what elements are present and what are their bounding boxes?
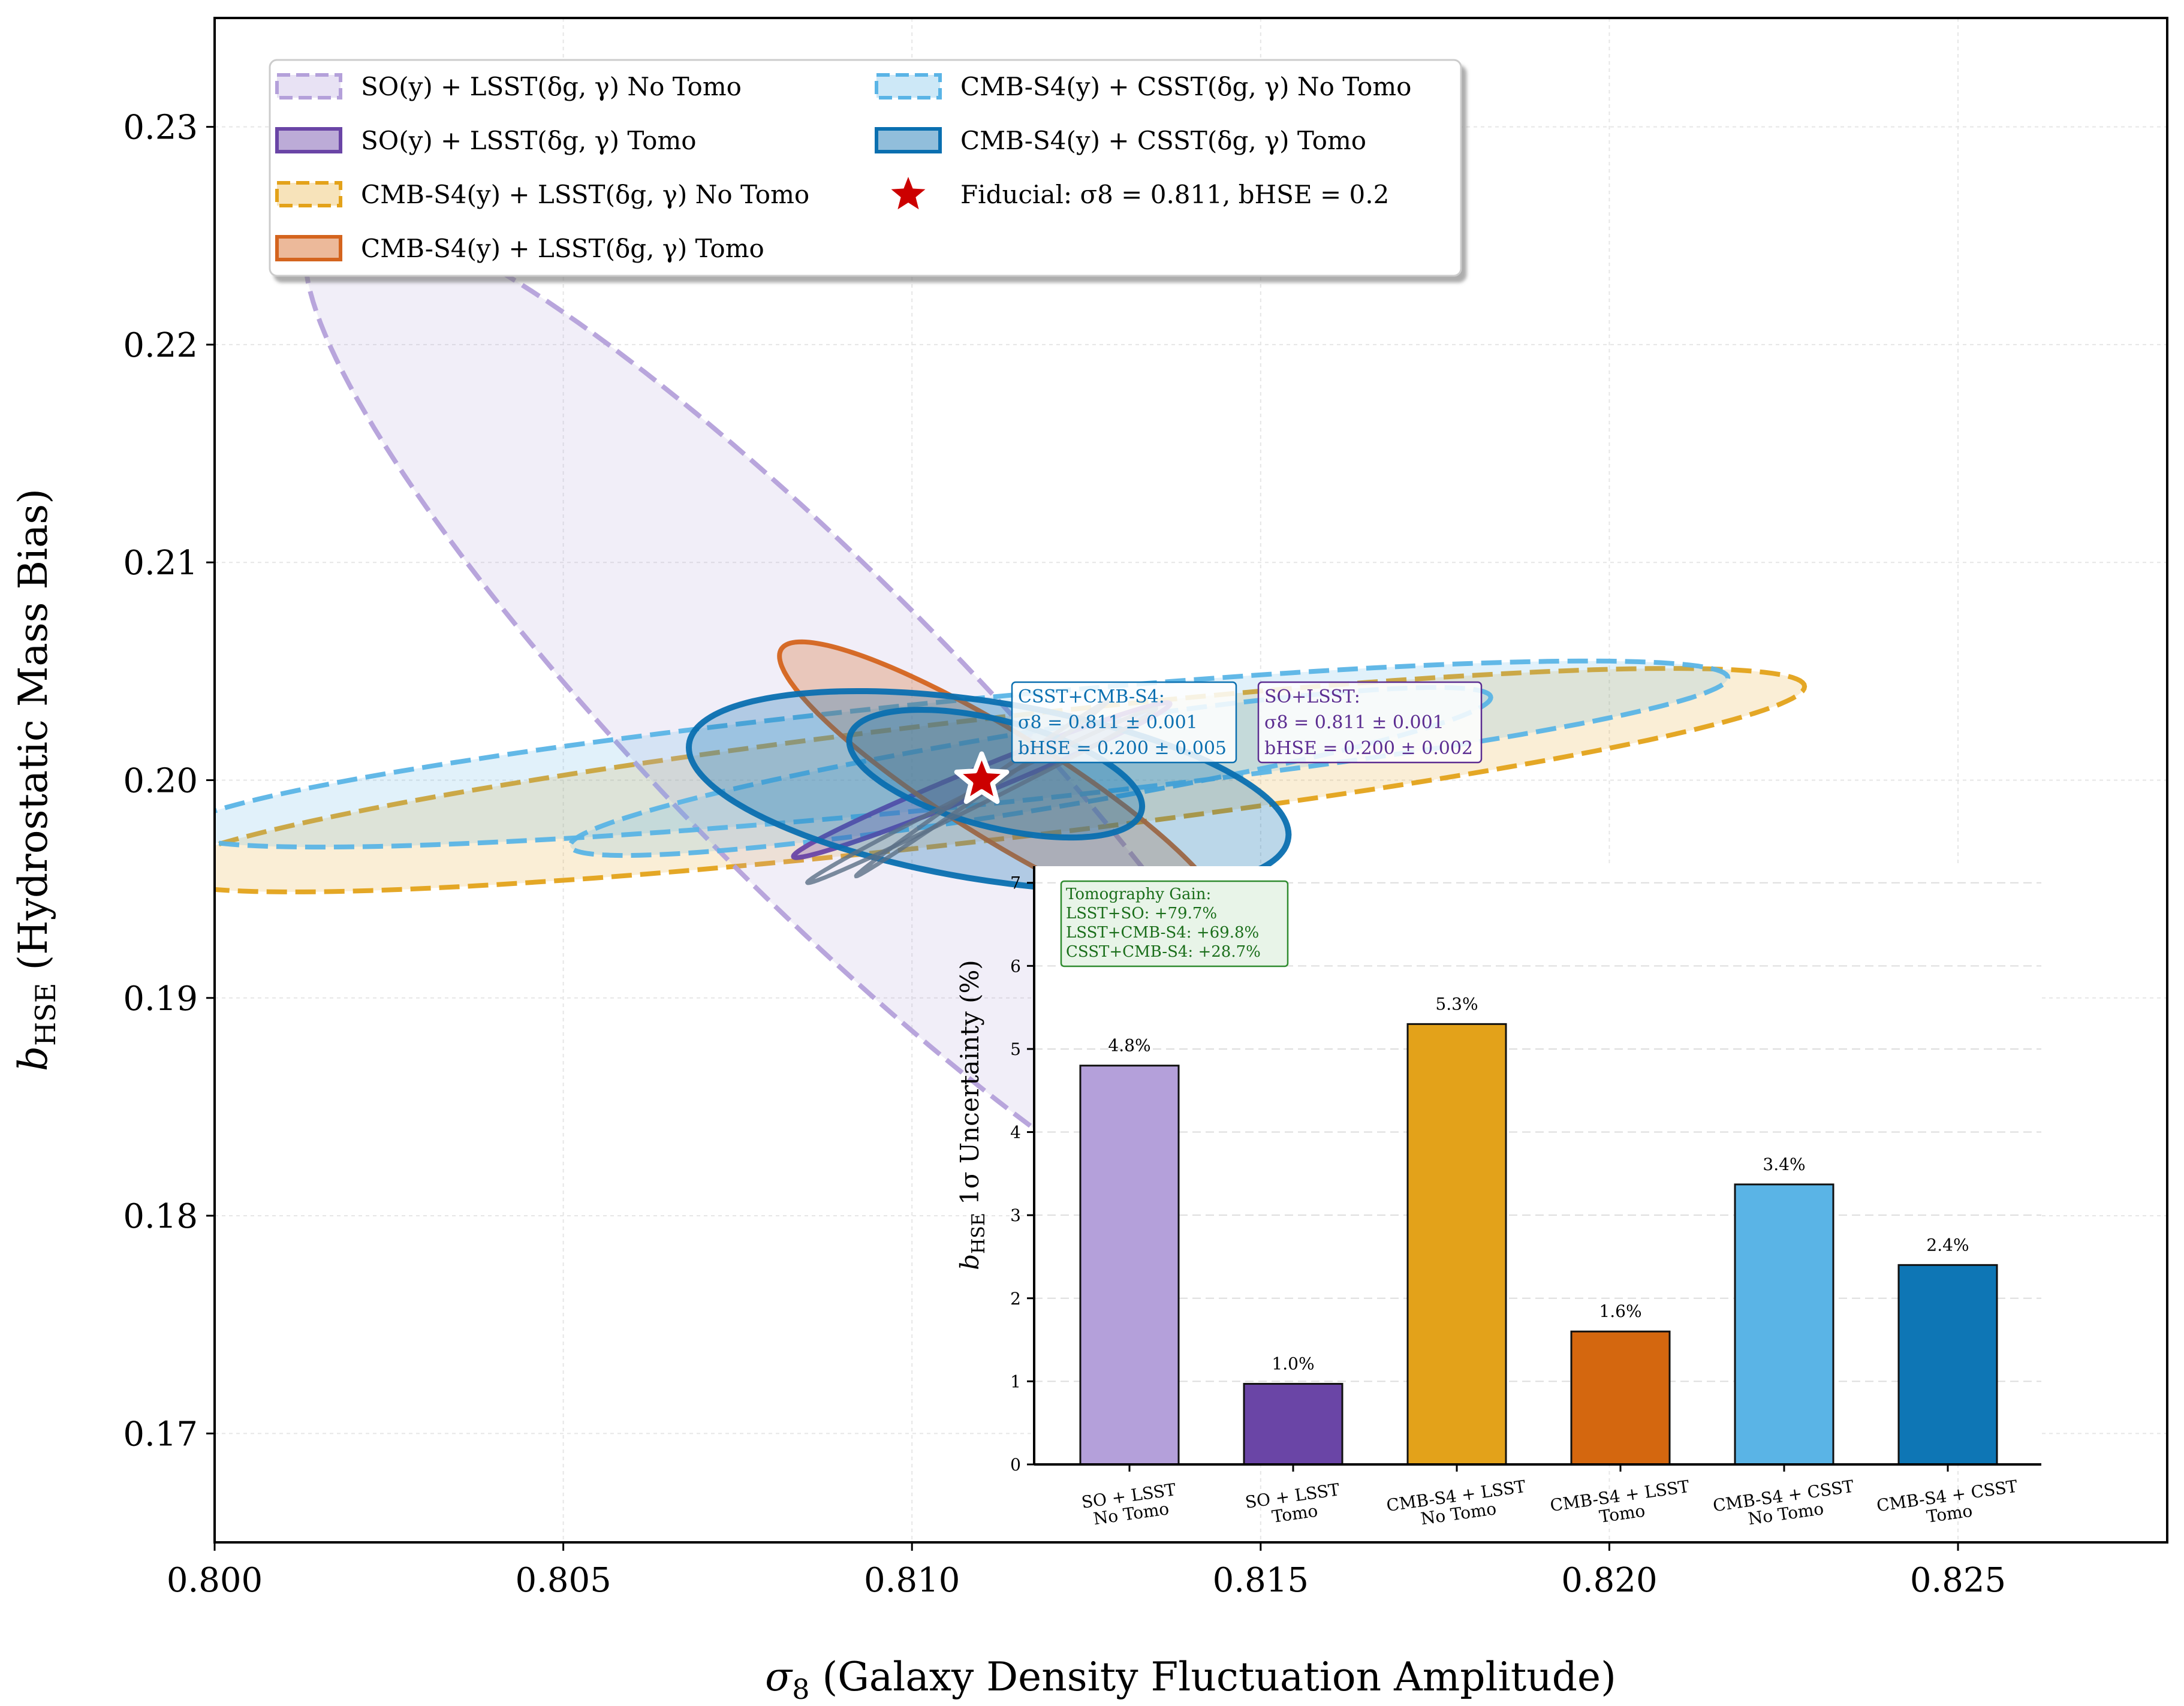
- y-tick-label: 0.21: [123, 544, 198, 583]
- inset-bar: [1406, 1023, 1507, 1466]
- legend-item: SO(y) + LSST(δg, γ) No Tomo: [275, 72, 742, 101]
- inset-y-tick-label: 5: [1010, 1039, 1021, 1059]
- y-tick-label: 0.17: [123, 1415, 198, 1454]
- inset-bar: [1897, 1264, 1998, 1466]
- x-axis-label: σ8 (Galaxy Density Fluctuation Amplitude…: [765, 1654, 1616, 1705]
- main-axis-ticks: 0.800 0.805 0.810 0.815 0.820 0.825 0.17 0.18 0.…: [123, 108, 2006, 1600]
- y-tick-label: 0.20: [123, 762, 198, 801]
- inset-bar-value-label: 5.3%: [1435, 994, 1478, 1014]
- inset-y-tick-label: 7: [1010, 873, 1021, 893]
- gain-line-2: LSST+CMB-S4: +69.8%: [1066, 924, 1259, 942]
- inset-y-tick-label: 3: [1010, 1205, 1021, 1225]
- inset-y-tick-label: 2: [1010, 1289, 1021, 1309]
- legend-label: CMB-S4(y) + LSST(δg, γ) No Tomo: [361, 180, 809, 209]
- annotation-so-line2: bHSE = 0.200 ± 0.002: [1264, 738, 1473, 759]
- y-axis-label: bHSE (Hydrostatic Mass Bias): [10, 489, 62, 1071]
- legend-label: SO(y) + LSST(δg, γ) Tomo: [361, 126, 697, 155]
- y-tick-label: 0.19: [123, 979, 198, 1018]
- x-tick-label: 0.800: [167, 1561, 263, 1600]
- y-tick-label: 0.18: [123, 1197, 198, 1236]
- legend-item: SO(y) + LSST(δg, γ) Tomo: [275, 126, 697, 155]
- annotation-so-title: SO+LSST:: [1264, 686, 1360, 707]
- legend-label: SO(y) + LSST(δg, γ) No Tomo: [361, 72, 742, 101]
- annotation-csst-title: CSST+CMB-S4:: [1018, 686, 1165, 707]
- x-tick-label: 0.825: [1910, 1561, 2006, 1600]
- inset-bars: 4.8% 1.0% 5.3% 1.6% 3.4% 2.4%: [1079, 994, 1998, 1466]
- legend-label: Fiducial: σ8 = 0.811, bHSE = 0.2: [960, 180, 1389, 209]
- annotation-so-line1: σ8 = 0.811 ± 0.001: [1264, 712, 1444, 733]
- fiducial-star: [954, 751, 1010, 804]
- x-tick-label: 0.815: [1213, 1561, 1309, 1600]
- inset-x-tick-label: CMB-S4 + LSSTNo Tomo: [1385, 1476, 1529, 1533]
- legend-item: CMB-S4(y) + LSST(δg, γ) No Tomo: [275, 180, 809, 209]
- legend-label: CMB-S4(y) + LSST(δg, γ) Tomo: [361, 234, 764, 263]
- inset-gridlines: [1034, 882, 2041, 1382]
- gain-line-1: LSST+SO: +79.7%: [1066, 905, 1217, 923]
- inset-y-tick-label: 1: [1010, 1372, 1021, 1391]
- legend-item: CMB-S4(y) + LSST(δg, γ) Tomo: [275, 234, 764, 263]
- annotation-csst-cmbs4: CSST+CMB-S4: σ8 = 0.811 ± 0.001 bHSE = 0…: [1011, 681, 1237, 764]
- inset-y-tick-label: 0: [1010, 1455, 1021, 1475]
- legend-label: CMB-S4(y) + CSST(δg, γ) No Tomo: [960, 72, 1411, 101]
- legend-star-icon: [891, 177, 926, 210]
- x-tick-label: 0.820: [1561, 1561, 1657, 1600]
- gain-line-3: CSST+CMB-S4: +28.7%: [1066, 943, 1261, 961]
- tomography-gain-box: Tomography Gain: LSST+SO: +79.7% LSST+CM…: [1060, 880, 1289, 967]
- annotation-csst-line1: σ8 = 0.811 ± 0.001: [1018, 712, 1198, 733]
- inset-bar-value-label: 4.8%: [1108, 1036, 1150, 1056]
- inset-bar: [1570, 1330, 1671, 1466]
- legend-swatch: [275, 181, 342, 207]
- inset-bar: [1734, 1183, 1834, 1466]
- inset-x-tick-label: CMB-S4 + CSSTNo Tomo: [1712, 1476, 1858, 1533]
- x-tick-label: 0.810: [864, 1561, 960, 1600]
- inset-y-axis-label: bHSE 1σ Uncertainty (%): [955, 960, 989, 1270]
- legend: SO(y) + LSST(δg, γ) No Tomo SO(y) + LSST(…: [269, 59, 1462, 277]
- inset-x-tick-label: CMB-S4 + CSSTTomo: [1875, 1476, 2022, 1533]
- gain-title: Tomography Gain:: [1066, 885, 1211, 903]
- y-tick-label: 0.22: [123, 326, 198, 365]
- y-tick-label: 0.23: [123, 108, 198, 147]
- inset-bar: [1243, 1383, 1343, 1466]
- legend-swatch: [275, 73, 342, 100]
- legend-swatch: [875, 73, 942, 100]
- annotation-so-lsst: SO+LSST: σ8 = 0.811 ± 0.001 bHSE = 0.200…: [1257, 681, 1483, 764]
- legend-item: CMB-S4(y) + CSST(δg, γ) No Tomo: [875, 72, 1411, 101]
- inset-y-tick-label: 4: [1010, 1123, 1021, 1143]
- legend-label: CMB-S4(y) + CSST(δg, γ) Tomo: [960, 126, 1366, 155]
- inset-x-tick-label: SO + LSSTTomo: [1244, 1479, 1343, 1530]
- inset-bar-chart: 4.8% 1.0% 5.3% 1.6% 3.4% 2.4% 0 1 2 3 4 5 6 7 SO + LS…: [955, 866, 2041, 1533]
- inset-x-tick-label: CMB-S4 + LSSTTomo: [1549, 1476, 1693, 1533]
- inset-bar-value-label: 2.4%: [1926, 1235, 1969, 1255]
- inset-bar-value-label: 1.0%: [1272, 1354, 1314, 1374]
- legend-swatch: [275, 235, 342, 261]
- inset-x-tick-label: SO + LSSTNo Tomo: [1080, 1479, 1180, 1530]
- legend-item-fiducial: Fiducial: σ8 = 0.811, bHSE = 0.2: [891, 177, 1389, 210]
- inset-bar-value-label: 1.6%: [1599, 1301, 1641, 1321]
- legend-item: CMB-S4(y) + CSST(δg, γ) Tomo: [875, 126, 1366, 155]
- inset-y-tick-label: 6: [1010, 956, 1021, 976]
- annotation-csst-line2: bHSE = 0.200 ± 0.005: [1018, 738, 1227, 759]
- inset-bar-value-label: 3.4%: [1763, 1155, 1805, 1174]
- x-tick-label: 0.805: [515, 1561, 611, 1600]
- legend-swatch: [875, 127, 942, 153]
- fiducial-marker: [954, 751, 1010, 804]
- legend-swatch: [275, 127, 342, 153]
- inset-bar: [1079, 1065, 1180, 1466]
- legend-frame: [269, 59, 1462, 277]
